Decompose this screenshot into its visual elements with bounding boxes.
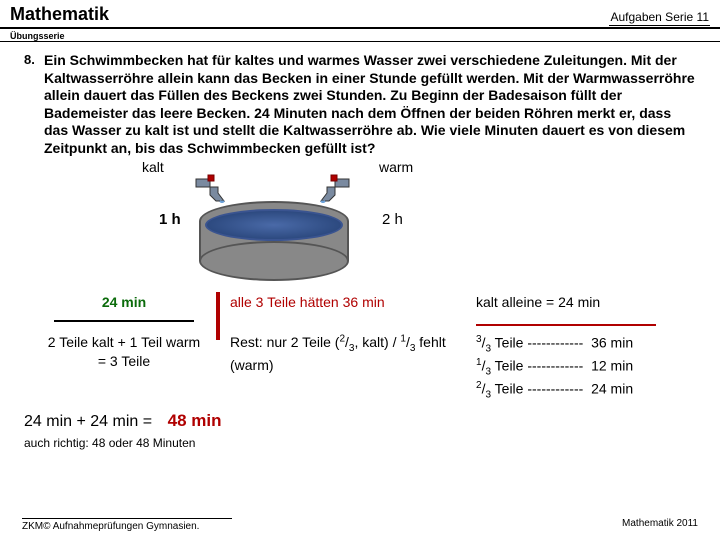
- frac-2: 2: [339, 334, 345, 345]
- content-area: 8. Ein Schwimmbecken hat für kaltes und …: [0, 42, 720, 451]
- label-warm: warm: [379, 159, 413, 175]
- sum-rhs: 48 min: [168, 411, 222, 430]
- solution-row-2: 2 Teile kalt + 1 Teil warm = 3 Teile Res…: [24, 333, 696, 402]
- tap-warm-icon: [311, 173, 351, 203]
- also-correct: auch richtig: 48 oder 48 Minuten: [24, 435, 696, 451]
- problem-text: Ein Schwimmbecken hat für kaltes und war…: [44, 52, 696, 157]
- label-2h: 2 h: [382, 211, 403, 228]
- rest-b: , kalt) /: [354, 334, 400, 350]
- rule-red: [476, 324, 656, 326]
- page-footer: ZKM© Aufnahmeprüfungen Gymnasien. Mathem…: [0, 518, 720, 532]
- red-vline: [216, 292, 220, 340]
- solution-row-hr: [24, 314, 696, 333]
- series-label: Aufgaben Serie 11: [609, 10, 710, 26]
- f13n: 1: [476, 357, 482, 368]
- f33n: 3: [476, 334, 482, 345]
- t-r1b: 36 min: [591, 334, 633, 350]
- red-alle3: alle 3 Teile hätten 36 min: [230, 294, 385, 310]
- sum-lhs: 24 min + 24 min =: [24, 413, 152, 430]
- f23n: 2: [476, 380, 482, 391]
- green-24min: 24 min: [102, 294, 146, 310]
- problem-number: 8.: [24, 52, 44, 157]
- f33d: 3: [485, 343, 491, 354]
- f13d: 3: [485, 366, 491, 377]
- frac-1: 1: [400, 334, 406, 345]
- solution-row-1: 24 min alle 3 Teile hätten 36 min kalt a…: [24, 293, 696, 312]
- t-r2b: 12 min: [591, 357, 633, 373]
- basin-icon: [199, 201, 349, 279]
- f23d: 3: [485, 389, 491, 400]
- tap-cold-icon: [194, 173, 234, 203]
- fraction-table: 3/3 Teile ------------ 36 min 1/3 Teile …: [476, 333, 633, 402]
- page-header: Mathematik Aufgaben Serie 11: [0, 0, 720, 29]
- problem-block: 8. Ein Schwimmbecken hat für kaltes und …: [24, 52, 696, 157]
- label-1h: 1 h: [159, 211, 181, 228]
- rest-a: Rest: nur 2 Teile (: [230, 334, 339, 350]
- footer-right: Mathematik 2011: [622, 518, 698, 532]
- t-r3a: Teile ------------: [495, 380, 584, 396]
- kalt-alleine: kalt alleine = 24 min: [476, 294, 600, 310]
- solution-block: 24 min alle 3 Teile hätten 36 min kalt a…: [24, 293, 696, 451]
- t-r3b: 24 min: [591, 380, 633, 396]
- teile-text: 2 Teile kalt + 1 Teil warm = 3 Teile: [48, 333, 200, 371]
- subject-title: Mathematik: [10, 4, 609, 25]
- t-r2a: Teile ------------: [495, 357, 584, 373]
- t-r1a: Teile ------------: [495, 334, 584, 350]
- subheading: Übungsserie: [0, 29, 720, 42]
- solution-row-3: 24 min + 24 min = 48 min: [24, 410, 696, 433]
- label-kalt: kalt: [142, 159, 164, 175]
- diagram: kalt warm 1 h 2 h: [24, 159, 696, 289]
- rest-text: Rest: nur 2 Teile (2/3, kalt) / 1/3 fehl…: [230, 334, 446, 372]
- footer-left: ZKM© Aufnahmeprüfungen Gymnasien.: [22, 518, 232, 532]
- rule-left: [54, 320, 194, 322]
